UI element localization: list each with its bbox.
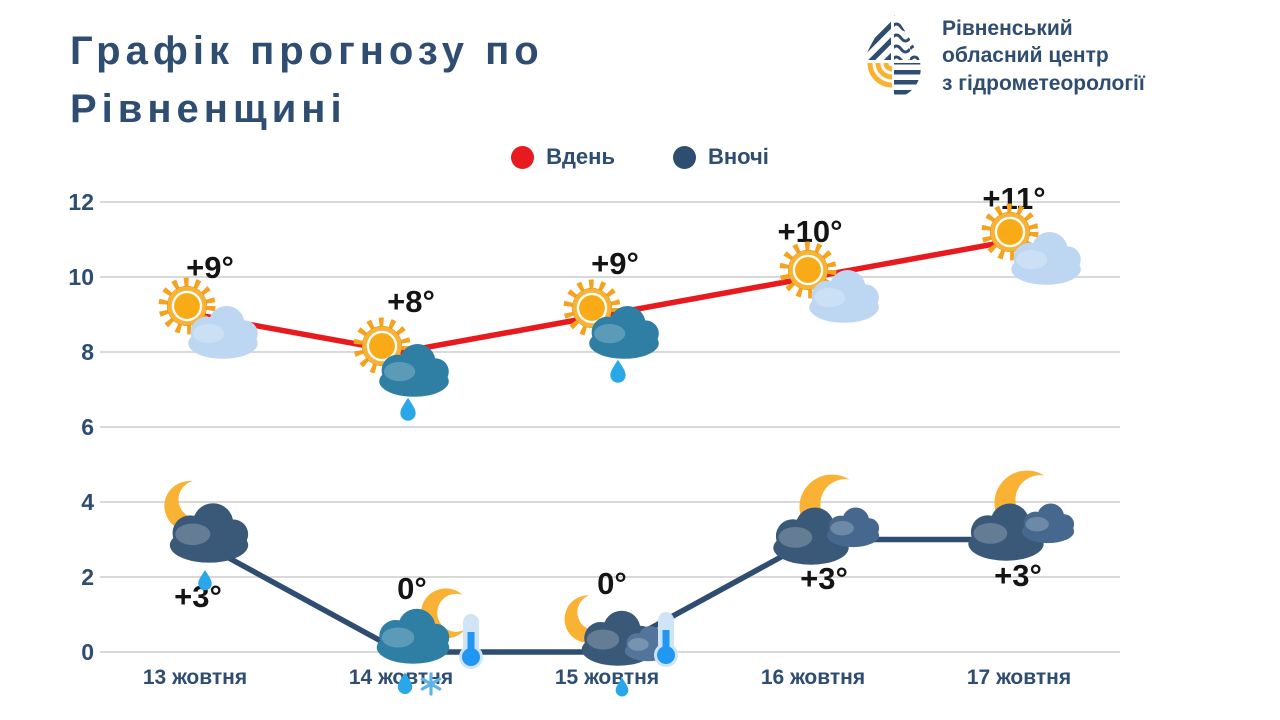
y-tick: 0 [81, 639, 94, 665]
sun-rain-icon [568, 284, 659, 383]
day-forecast-icon-1 [132, 247, 282, 397]
night-temp-label: +3° [994, 558, 1042, 593]
night-forecast-icon-4 [748, 457, 898, 607]
night-temp-label: +3° [174, 579, 222, 614]
org-name-line: Рівненський [942, 17, 1073, 41]
y-tick: 12 [68, 189, 94, 215]
y-tick: 4 [81, 489, 94, 515]
day-series-dot [511, 145, 535, 169]
day-forecast-icon-2 [327, 287, 477, 437]
night-temp-label: 0° [597, 566, 627, 601]
night-temp-label: +3° [800, 561, 848, 596]
night-forecast-icon-1 [130, 460, 280, 610]
org-logo: Рівненський обласний центр з гідрометеор… [856, 10, 1145, 102]
night-forecast-icon-5 [943, 453, 1093, 603]
page-title: Графік прогнозу по Рівненщині [70, 29, 544, 131]
day-forecast-icon-5 [955, 173, 1105, 323]
moon-clouds-icon [773, 469, 879, 564]
x-label: 15 жовтня [554, 666, 660, 689]
night-forecast-icon-3 [547, 565, 697, 715]
org-name-line: обласний центр [942, 44, 1109, 68]
day-temp-label: +10° [777, 214, 843, 249]
day-series-label: Вдень [546, 144, 615, 169]
x-label: 17 жовтня [966, 666, 1072, 689]
day-forecast-icon-4 [753, 211, 903, 361]
y-tick: 6 [81, 414, 94, 440]
sun-cloud-icon [784, 246, 879, 323]
night-forecast-icon-2 [350, 565, 500, 715]
moon-rain-icon [159, 476, 248, 590]
moon-rain-thermometer-icon [558, 589, 678, 696]
night-temp-label: 0° [397, 571, 427, 606]
moon-rain-thermometer-snow-icon [377, 581, 483, 694]
night-series-label: Вночі [707, 144, 769, 169]
org-name: Рівненський обласний центр з гідрометеор… [942, 15, 1145, 97]
day-forecast-icon-3 [537, 249, 687, 399]
y-tick: 8 [81, 339, 94, 365]
legend-item-night: Вночі [672, 144, 769, 170]
x-label: 13 жовтня [142, 666, 248, 689]
y-tick: 2 [81, 564, 94, 590]
day-temp-label: +8° [387, 284, 435, 319]
x-label: 16 жовтня [760, 666, 866, 689]
chart-legend: Вдень Вночі [0, 144, 1280, 170]
y-tick: 10 [68, 264, 94, 290]
droplet-logo-icon [863, 12, 921, 98]
legend-item-day: Вдень [511, 144, 615, 170]
org-name-line: з гідрометеорології [942, 71, 1145, 95]
sun-cloud-icon [986, 208, 1081, 285]
day-temp-label: +9° [186, 250, 234, 285]
night-series-dot [672, 145, 696, 169]
day-temp-label: +9° [591, 246, 639, 281]
moon-clouds-icon [968, 465, 1074, 560]
day-temp-label: +11° [982, 181, 1046, 216]
sun-cloud-icon [163, 282, 258, 359]
sun-rain-icon [358, 322, 449, 421]
